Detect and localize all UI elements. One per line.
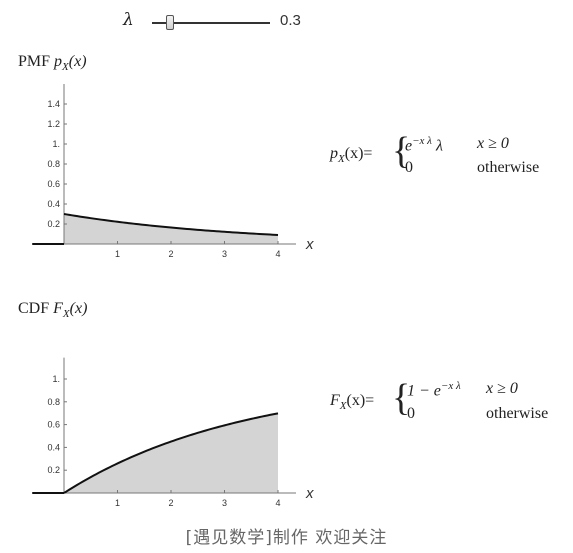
cdf-title-prefix: CDF: [18, 300, 50, 317]
cdf-case1-expr: 1 − e: [407, 382, 441, 400]
cdf-formula-fn: F: [330, 392, 340, 409]
lambda-slider-thumb[interactable]: [165, 15, 174, 30]
cdf-title-arg: (x): [69, 300, 88, 317]
cdf-y-tick-label: 1.: [52, 374, 60, 384]
pmf-chart: 1 2 3 4 0.2 0.4 0.6 0.8 1. 1.2 1.4 x: [32, 84, 314, 258]
cdf-area: [64, 413, 278, 493]
pmf-title-arg: (x): [68, 53, 87, 70]
pmf-title-fn: p: [54, 53, 63, 70]
pmf-case2-cond: otherwise: [477, 159, 540, 176]
cdf-title: CDF FX(x): [18, 300, 87, 320]
cdf-y-tick-label: 0.8: [47, 397, 60, 407]
pmf-case1-exp: −x λ: [412, 135, 432, 147]
pmf-case1-expr: e: [405, 137, 413, 155]
pmf-x-axis-label: x: [305, 236, 314, 253]
pmf-y-tick-label: 1.4: [47, 99, 60, 109]
cdf-y-tick-label: 0.2: [47, 465, 60, 475]
cdf-x-tick-label: 3: [222, 498, 227, 508]
pmf-case1-cond: x ≥ 0: [477, 135, 509, 152]
cdf-case2-cond: otherwise: [486, 405, 549, 422]
cdf-y-tick-label: 0.6: [47, 420, 60, 430]
cdf-y-tick-label: 0.4: [47, 442, 60, 452]
lambda-slider-track[interactable]: [152, 22, 270, 24]
pmf-y-tick-label: 0.4: [47, 199, 60, 209]
cdf-x-tick-label: 2: [168, 498, 173, 508]
pmf-formula: pX(x)= { e−x λ λ x ≥ 0 0 otherwise: [330, 130, 570, 185]
pmf-x-tick-label: 4: [275, 249, 280, 258]
lambda-value: 0.3: [280, 12, 301, 29]
cdf-formula-arg: (x)=: [346, 392, 375, 409]
pmf-title-sub: X: [62, 61, 69, 74]
cdf-formula: FX(x)= { 1 − e−x λ x ≥ 0 0 otherwise: [330, 377, 570, 430]
pmf-case1-lambda: λ: [435, 137, 443, 155]
lambda-label: λ: [123, 10, 134, 30]
cdf-case2-expr: 0: [407, 405, 415, 422]
cdf-title-sub: X: [62, 308, 70, 321]
pmf-x-tick-label: 1: [115, 249, 120, 258]
pmf-x-tick-label: 3: [222, 249, 227, 258]
pmf-x-tick-label: 2: [168, 249, 173, 258]
pmf-curve: [63, 213, 279, 236]
pmf-formula-fn: p: [330, 145, 338, 162]
cdf-formula-brace: {: [392, 377, 411, 419]
pmf-formula-brace: {: [392, 130, 411, 172]
cdf-formula-sub: X: [339, 400, 347, 413]
pmf-y-tick-label: 0.6: [47, 179, 60, 189]
cdf-case1-exp: −x λ: [440, 380, 461, 392]
cdf-case1-cond: x ≥ 0: [486, 380, 518, 397]
pmf-area: [64, 214, 278, 244]
pmf-case2-expr: 0: [405, 159, 413, 176]
pmf-y-tick-label: 1.2: [47, 119, 60, 129]
pmf-title-prefix: PMF: [18, 53, 51, 70]
pmf-formula-sub: X: [338, 153, 345, 166]
footer-credit: [遇见数学]制作 欢迎关注: [185, 528, 388, 548]
pmf-title: PMF pX(x): [18, 53, 87, 73]
pmf-y-tick-label: 1.: [52, 139, 60, 149]
cdf-x-axis-label: x: [305, 485, 314, 502]
pmf-y-tick-label: 0.8: [47, 159, 60, 169]
cdf-x-tick-label: 4: [275, 498, 280, 508]
pmf-formula-arg: (x)=: [344, 145, 373, 162]
cdf-title-fn: F: [53, 300, 63, 317]
cdf-chart: 1 2 3 4 0.2 0.4 0.6 0.8 1. x: [32, 357, 314, 508]
pmf-y-tick-label: 0.2: [47, 219, 60, 229]
cdf-x-tick-label: 1: [115, 498, 120, 508]
cdf-curve: [63, 412, 279, 494]
